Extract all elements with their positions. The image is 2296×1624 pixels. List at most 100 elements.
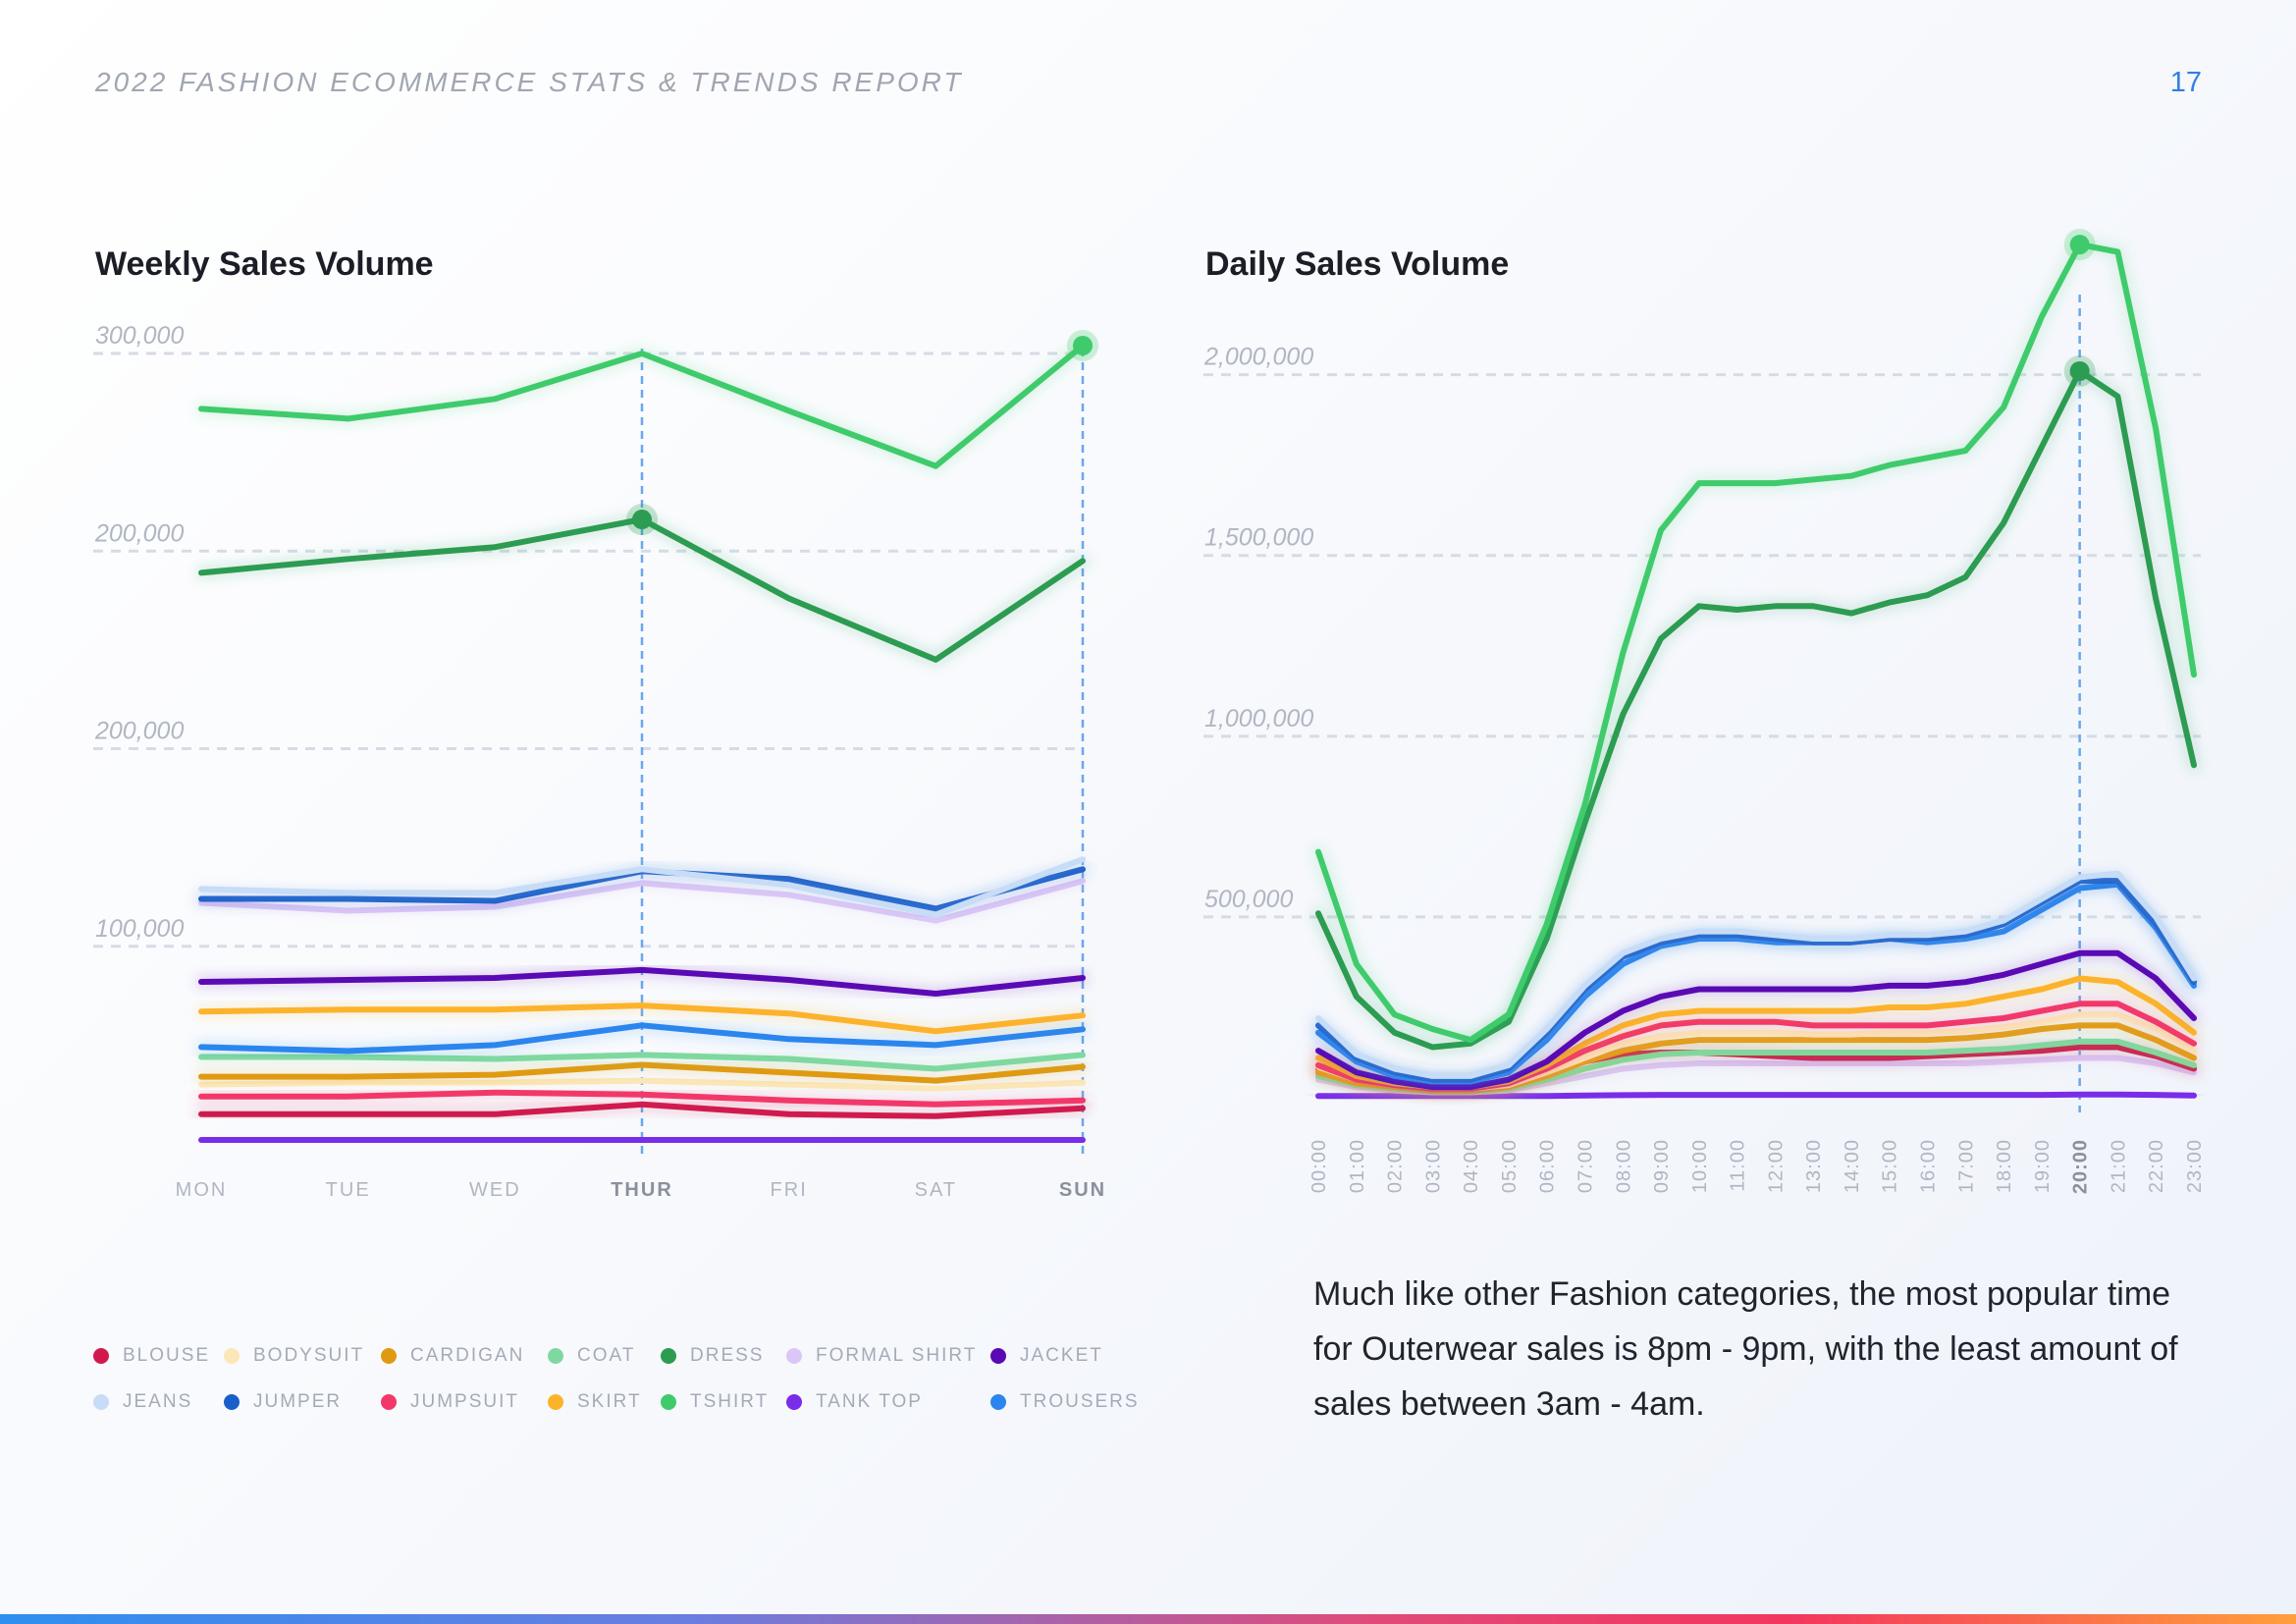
legend-label: CARDIGAN bbox=[410, 1345, 525, 1366]
weekly-sales-chart: 100,000 200,000 200,000 300,000 MON TUE WED THU… bbox=[93, 322, 1106, 1201]
y-tick-label: 200,000 bbox=[94, 519, 184, 547]
x-tick-label: 10:00 bbox=[1689, 1139, 1711, 1193]
legend-label: TSHIRT bbox=[690, 1391, 770, 1412]
x-tick-label: 03:00 bbox=[1422, 1139, 1444, 1193]
x-tick-label: 05:00 bbox=[1499, 1139, 1521, 1193]
legend-item-formal-shirt: FORMAL SHIRT bbox=[786, 1345, 977, 1367]
x-tick-label: 19:00 bbox=[2032, 1139, 2054, 1193]
peak-marker-dress bbox=[2069, 360, 2090, 381]
legend-dot bbox=[990, 1348, 1006, 1364]
x-tick-label: MON bbox=[176, 1179, 228, 1201]
legend-label: JEANS bbox=[123, 1391, 193, 1412]
series-line-tshirt bbox=[1315, 242, 2197, 1044]
peak-marker-tshirt bbox=[1073, 335, 1093, 355]
x-tick-label: 13:00 bbox=[1803, 1139, 1825, 1193]
legend-item-tank-top: TANK TOP bbox=[786, 1391, 923, 1413]
legend-dot bbox=[93, 1394, 109, 1410]
legend-dot bbox=[381, 1394, 397, 1410]
x-tick-label: 02:00 bbox=[1385, 1139, 1407, 1193]
x-tick-label: 18:00 bbox=[1994, 1139, 2015, 1193]
legend-dot bbox=[990, 1394, 1006, 1410]
legend-item-coat: COAT bbox=[548, 1345, 635, 1367]
y-tick-label: 1,500,000 bbox=[1204, 524, 1313, 552]
legend-label: DRESS bbox=[690, 1345, 765, 1366]
legend-label: BODYSUIT bbox=[253, 1345, 365, 1366]
series-line-cardigan bbox=[198, 1061, 1086, 1084]
x-tick-label: 04:00 bbox=[1461, 1139, 1482, 1193]
legend-dot bbox=[786, 1394, 802, 1410]
legend-item-cardigan: CARDIGAN bbox=[381, 1345, 524, 1367]
legend-label: JUMPSUIT bbox=[410, 1391, 519, 1412]
series-line-jeans bbox=[198, 856, 1086, 918]
legend-dot bbox=[548, 1394, 563, 1410]
y-tick-label: 1,000,000 bbox=[1204, 705, 1313, 732]
series-line-skirt bbox=[198, 1002, 1086, 1035]
legend-dot bbox=[224, 1348, 240, 1364]
legend-dot bbox=[224, 1394, 240, 1410]
x-tick-label: 20:00 bbox=[2070, 1139, 2092, 1194]
series-glow-tshirt bbox=[1312, 239, 2200, 1047]
x-tick-label: WED bbox=[469, 1179, 521, 1201]
bottom-gradient-bar bbox=[0, 1614, 2296, 1624]
series-line-tshirt bbox=[198, 343, 1086, 469]
daily-chart-title: Daily Sales Volume bbox=[1205, 245, 1510, 283]
legend-item-jumpsuit: JUMPSUIT bbox=[381, 1391, 519, 1413]
series-line-jacket bbox=[198, 966, 1086, 997]
legend-item-bodysuit: BODYSUIT bbox=[224, 1345, 364, 1367]
legend-label: JACKET bbox=[1020, 1345, 1103, 1366]
legend-dot bbox=[381, 1348, 397, 1364]
series-line-formal-shirt bbox=[198, 878, 1086, 924]
x-tick-label: 15:00 bbox=[1880, 1139, 1901, 1193]
y-tick-label: 100,000 bbox=[95, 915, 184, 943]
legend-dot bbox=[661, 1394, 676, 1410]
y-tick-label: 200,000 bbox=[94, 718, 184, 745]
x-tick-label: 22:00 bbox=[2146, 1139, 2167, 1193]
y-tick-label: 300,000 bbox=[95, 322, 184, 350]
x-tick-label: 16:00 bbox=[1918, 1139, 1940, 1193]
chart-caption: Much like other Fashion categories, the … bbox=[1313, 1275, 2178, 1423]
x-tick-label: 14:00 bbox=[1842, 1139, 1863, 1193]
series-line-trousers bbox=[198, 1022, 1086, 1055]
x-tick-label: FRI bbox=[771, 1179, 808, 1201]
y-tick-label: 2,000,000 bbox=[1203, 344, 1313, 371]
peak-marker-dress bbox=[632, 510, 652, 530]
legend-label: SKIRT bbox=[577, 1391, 642, 1412]
x-tick-label: 06:00 bbox=[1537, 1139, 1559, 1193]
y-tick-label: 500,000 bbox=[1204, 886, 1293, 913]
x-tick-label: 08:00 bbox=[1613, 1139, 1634, 1193]
legend-dot bbox=[661, 1348, 676, 1364]
series-line-coat bbox=[198, 1052, 1086, 1072]
x-tick-label: 00:00 bbox=[1308, 1139, 1330, 1193]
page-number: 17 bbox=[2169, 67, 2202, 98]
legend-label: BLOUSE bbox=[123, 1345, 211, 1366]
peak-marker-tshirt bbox=[2069, 235, 2090, 255]
legend-label: TROUSERS bbox=[1020, 1391, 1140, 1412]
legend-item-jacket: JACKET bbox=[990, 1345, 1103, 1367]
legend-item-tshirt: TSHIRT bbox=[661, 1391, 769, 1413]
legend-item-dress: DRESS bbox=[661, 1345, 764, 1367]
legend-label: JUMPER bbox=[253, 1391, 343, 1412]
x-tick-label: SUN bbox=[1059, 1179, 1106, 1201]
report-title: 2022 FASHION ECOMMERCE STATS & TRENDS RE… bbox=[95, 67, 964, 97]
weekly-chart-title: Weekly Sales Volume bbox=[95, 245, 434, 283]
x-tick-label: SAT bbox=[915, 1179, 957, 1201]
series-line-blouse bbox=[198, 1101, 1086, 1119]
legend-label: COAT bbox=[577, 1345, 636, 1366]
x-tick-label: 17:00 bbox=[1955, 1139, 1977, 1193]
x-tick-label: 11:00 bbox=[1728, 1139, 1749, 1192]
legend-dot bbox=[786, 1348, 802, 1364]
legend-dot bbox=[548, 1348, 563, 1364]
legend-dot bbox=[93, 1348, 109, 1364]
legend-item-jumper: JUMPER bbox=[224, 1391, 342, 1413]
x-tick-label: 12:00 bbox=[1765, 1139, 1787, 1193]
legend-item-trousers: TROUSERS bbox=[990, 1391, 1140, 1413]
x-tick-label: 09:00 bbox=[1651, 1139, 1673, 1193]
legend-label: FORMAL SHIRT bbox=[816, 1345, 978, 1366]
legend-item-blouse: BLOUSE bbox=[93, 1345, 210, 1367]
x-tick-label: TUE bbox=[326, 1179, 371, 1201]
legend-item-jeans: JEANS bbox=[93, 1391, 192, 1413]
series-line-jeans bbox=[1315, 870, 2197, 1079]
x-tick-label: 21:00 bbox=[2108, 1139, 2129, 1193]
legend-label: TANK TOP bbox=[816, 1391, 923, 1412]
legend-item-skirt: SKIRT bbox=[548, 1391, 642, 1413]
